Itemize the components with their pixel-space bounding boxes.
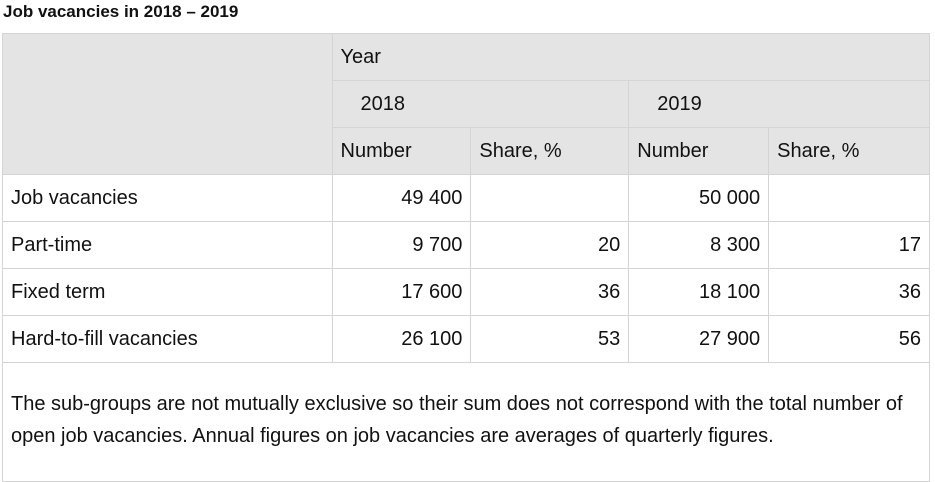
cell-share-2018: 36 — [470, 268, 630, 316]
cell-number-2018: 9 700 — [331, 221, 472, 269]
table-title: Job vacancies in 2018 – 2019 — [3, 2, 239, 21]
header-number-2018: Number — [331, 127, 472, 175]
table-row: Job vacancies 49 400 50 000 — [2, 174, 930, 222]
header-row-subcols: Number Share, % Number Share, % — [3, 127, 930, 175]
table-row: Fixed term 17 600 36 18 100 36 — [2, 268, 930, 316]
table-row: Part-time 9 700 20 8 300 17 — [2, 221, 930, 269]
row-label: Job vacancies — [2, 174, 333, 222]
header-2019: 2019 — [628, 80, 930, 128]
cell-share-2019 — [768, 174, 930, 222]
cell-share-2019: 17 — [768, 221, 930, 269]
cell-share-2019: 56 — [768, 315, 930, 363]
header-corner — [2, 33, 333, 175]
header-number-2019: Number — [628, 127, 770, 175]
cell-share-2018 — [470, 174, 630, 222]
cell-share-2018: 20 — [470, 221, 630, 269]
cell-number-2018: 26 100 — [331, 315, 472, 363]
table-row: Hard-to-fill vacancies 26 100 53 27 900 … — [2, 315, 930, 363]
header-share-2018: Share, % — [470, 127, 630, 175]
header-share-2019: Share, % — [768, 127, 930, 175]
cell-number-2018: 49 400 — [331, 174, 472, 222]
cell-number-2019: 18 100 — [628, 268, 770, 316]
job-vacancies-table: Year 2018 2019 Number Share, % Number Sh… — [2, 33, 931, 482]
cell-number-2019: 8 300 — [628, 221, 770, 269]
note-row: The sub-groups are not mutually exclusiv… — [2, 362, 930, 482]
cell-share-2019: 36 — [768, 268, 930, 316]
header-2018: 2018 — [331, 80, 630, 128]
header-row-group: Year — [2, 33, 931, 175]
row-label: Hard-to-fill vacancies — [2, 315, 333, 363]
cell-number-2019: 27 900 — [628, 315, 770, 363]
row-label: Part-time — [2, 221, 333, 269]
header-year: Year — [331, 33, 931, 81]
cell-number-2019: 50 000 — [628, 174, 770, 222]
row-label: Fixed term — [2, 268, 333, 316]
cell-number-2018: 17 600 — [331, 268, 472, 316]
table-footnote: The sub-groups are not mutually exclusiv… — [2, 362, 930, 482]
cell-share-2018: 53 — [470, 315, 630, 363]
header-row-years: 2018 2019 — [3, 80, 930, 128]
